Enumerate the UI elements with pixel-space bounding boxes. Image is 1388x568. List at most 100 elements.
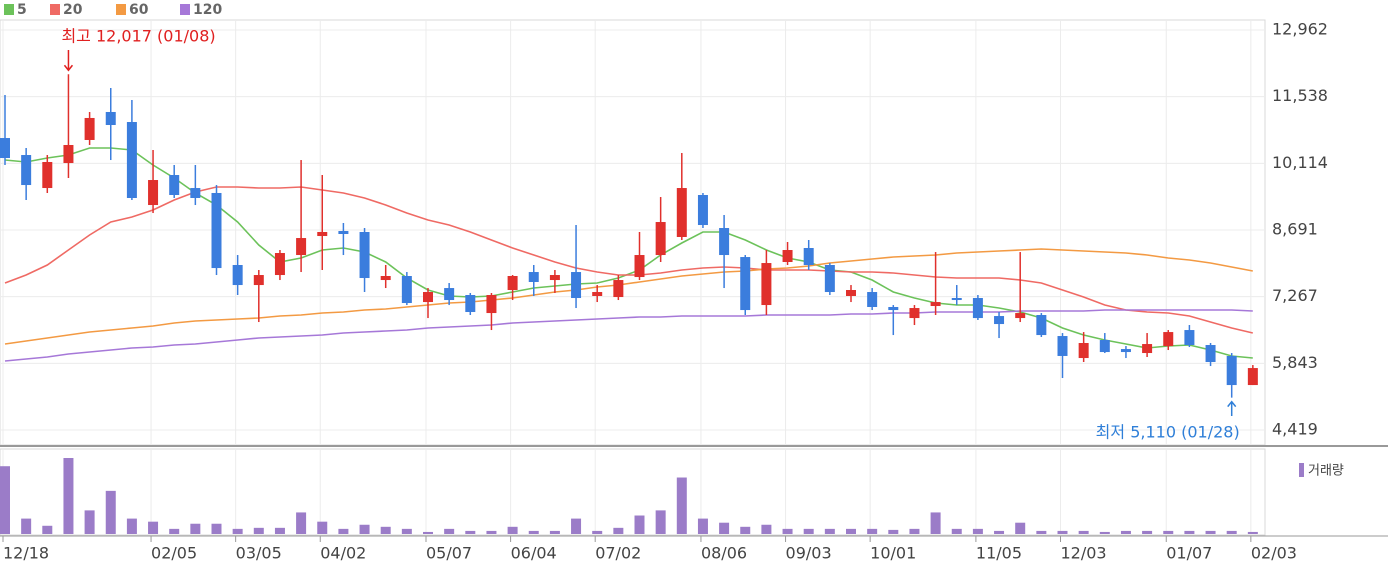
candle-body	[761, 263, 772, 306]
legend-swatch	[180, 4, 190, 15]
candle-body	[824, 264, 835, 293]
candle-body	[42, 161, 53, 189]
volume-bar	[909, 528, 920, 534]
legend-swatch	[116, 4, 126, 15]
candle-body	[274, 253, 285, 276]
candle-body	[232, 264, 243, 286]
candle-body	[972, 298, 983, 319]
legend-label: 120	[193, 2, 222, 18]
volume-bar	[740, 526, 751, 534]
volume-panel	[0, 448, 1266, 536]
volume-bar	[1036, 530, 1047, 534]
candle-body	[359, 231, 370, 279]
volume-bar	[1142, 530, 1153, 534]
candle-body	[930, 302, 941, 307]
volume-bar	[951, 528, 962, 534]
candle-body	[105, 111, 116, 126]
legend-label: 5	[17, 2, 27, 18]
candle-body	[1120, 349, 1131, 353]
volume-bar	[634, 515, 645, 534]
x-tick-label: 03/05	[236, 544, 282, 563]
volume-bar	[380, 526, 391, 534]
volume-bar	[444, 528, 455, 534]
volume-bar	[1226, 530, 1237, 534]
volume-bar	[549, 530, 560, 534]
candle-body	[465, 295, 476, 313]
candle-body	[401, 276, 412, 304]
volume-bar	[1099, 531, 1110, 534]
x-tick-label: 02/05	[151, 544, 197, 563]
volume-bar	[296, 512, 307, 534]
candle-body	[486, 295, 497, 314]
y-tick-label: 11,538	[1272, 86, 1328, 105]
volume-bar	[211, 523, 222, 534]
annotation-arrow	[63, 50, 74, 72]
candle-body	[1099, 340, 1110, 353]
volume-bar	[803, 528, 814, 534]
volume-bar	[274, 527, 285, 534]
candle-body	[740, 257, 751, 311]
candle-body	[148, 180, 159, 206]
candle-body	[846, 290, 856, 296]
x-tick-label: 05/07	[426, 544, 472, 563]
candle-body	[211, 192, 222, 269]
volume-bar	[423, 531, 433, 534]
volume-bar	[465, 530, 476, 534]
volume-bar	[84, 510, 95, 534]
annotation-low: 최저 5,110 (01/28)	[1096, 423, 1240, 442]
volume-bar	[571, 518, 582, 534]
price-panel	[0, 19, 1266, 446]
candle-body	[317, 231, 328, 237]
candle-body	[296, 238, 307, 256]
y-tick-label: 8,691	[1272, 219, 1318, 238]
candle-body	[782, 250, 793, 263]
volume-bar	[359, 524, 370, 534]
volume-bar	[888, 529, 899, 534]
candle-body	[592, 292, 603, 296]
volume-bar	[1078, 530, 1089, 534]
x-tick-label: 12/03	[1061, 544, 1107, 563]
candle-body	[63, 144, 74, 164]
legend-swatch	[4, 4, 14, 15]
candle-body	[169, 175, 180, 196]
ma-line	[4, 248, 1253, 345]
legend-label: 60	[129, 2, 149, 18]
candle-body	[1247, 368, 1258, 386]
candle-body	[655, 222, 666, 256]
candle-body	[423, 292, 433, 303]
volume-bar	[782, 528, 793, 534]
candle-body	[803, 248, 814, 265]
candle-body	[1078, 343, 1089, 359]
volume-bar	[338, 528, 349, 534]
volume-bar	[1057, 530, 1068, 534]
candle-body	[528, 272, 539, 282]
volume-bar	[528, 530, 539, 534]
volume-bar	[1184, 530, 1195, 534]
volume-bar	[994, 530, 1005, 534]
volume-bar	[190, 523, 201, 534]
x-tick-label: 12/18	[3, 544, 49, 563]
ma-line	[4, 186, 1253, 334]
volume-bar	[719, 522, 730, 534]
y-tick-label: 12,962	[1272, 20, 1328, 39]
volume-bar	[507, 526, 518, 534]
y-tick-label: 7,267	[1272, 286, 1318, 305]
volume-bar	[105, 490, 116, 534]
volume-bar	[655, 510, 666, 534]
volume-bar	[126, 518, 137, 534]
candle-body	[719, 228, 730, 256]
volume-bar	[1120, 530, 1131, 534]
x-tick-label: 07/02	[595, 544, 641, 563]
candle-body	[867, 292, 878, 307]
candle-body	[338, 231, 349, 235]
candle-body	[21, 155, 32, 186]
candle-body	[634, 255, 645, 278]
legend-swatch	[50, 4, 60, 15]
candle-body	[1163, 332, 1174, 347]
candle-body	[380, 276, 391, 281]
volume-bar	[1015, 522, 1026, 534]
labels: 4,419 5,843 7,267 8,691 10,114 11,538 12,962 12…	[3, 2, 1344, 563]
candle-body	[1142, 344, 1153, 354]
